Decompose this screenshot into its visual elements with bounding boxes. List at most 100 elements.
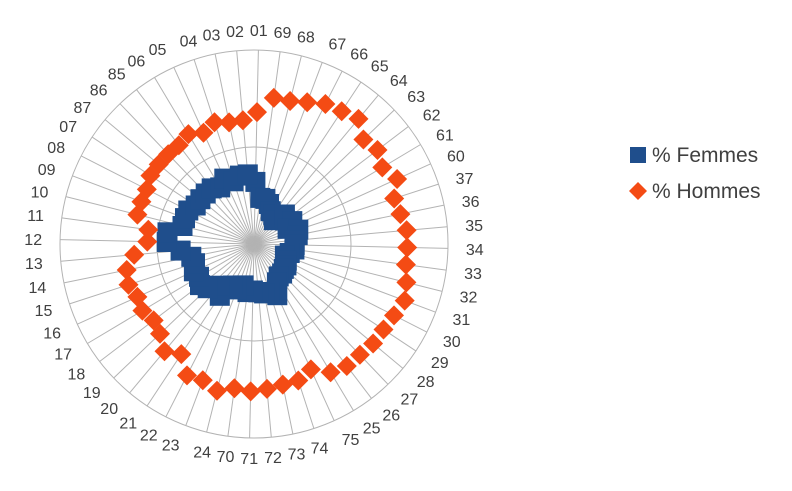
category-label-32: 32: [460, 289, 478, 306]
category-label-26: 26: [382, 407, 400, 424]
category-label-30: 30: [443, 334, 461, 351]
point-hommes-64: [348, 108, 369, 129]
point-hommes-23: [192, 370, 213, 391]
point-hommes-29: [373, 319, 394, 340]
point-hommes-04: [204, 112, 225, 133]
category-label-21: 21: [119, 416, 137, 433]
grid-spoke: [91, 136, 255, 245]
grid-ring-100: [59, 49, 449, 439]
legend-label: % Femmes: [652, 144, 758, 167]
category-label-64: 64: [390, 73, 408, 90]
grid-spoke: [63, 243, 255, 284]
grid-spoke: [185, 243, 255, 426]
point-hommes-16: [127, 286, 148, 307]
category-label-69: 69: [274, 25, 292, 42]
category-label-33: 33: [464, 266, 482, 283]
legend-marker-square: [630, 147, 646, 163]
grid-spoke: [253, 51, 281, 245]
point-femmes-02: [237, 164, 258, 185]
point-hommes-13: [124, 244, 145, 265]
point-hommes-35: [396, 220, 417, 241]
legend-marker-diamond: [629, 182, 647, 200]
category-label-85: 85: [108, 67, 126, 84]
category-label-17: 17: [54, 347, 72, 364]
point-hommes-71: [240, 381, 261, 402]
legend-label: % Hommes: [652, 180, 761, 203]
category-label-62: 62: [423, 107, 441, 124]
grid-spoke: [65, 196, 255, 245]
category-label-86: 86: [90, 82, 108, 99]
category-label-27: 27: [401, 392, 419, 409]
category-label-61: 61: [436, 127, 454, 144]
grid-spoke: [146, 243, 255, 407]
category-label-12: 12: [24, 232, 42, 249]
point-hommes-33: [395, 254, 416, 275]
legend: % Femmes % Hommes: [629, 144, 761, 203]
data-series: [116, 87, 418, 402]
grid-spoke: [193, 59, 255, 245]
point-hommes-68: [280, 91, 301, 111]
point-hommes-75: [300, 359, 321, 380]
point-hommes-67: [297, 92, 318, 113]
grid-spoke: [214, 53, 255, 245]
point-hommes-61: [372, 157, 393, 178]
point-hommes-37: [384, 188, 405, 209]
series-hommes: [116, 87, 418, 402]
category-label-15: 15: [35, 303, 53, 320]
grid-spoke: [77, 243, 255, 325]
point-hommes-11: [138, 219, 159, 240]
point-hommes-32: [396, 272, 417, 293]
point-hommes-31: [394, 290, 415, 311]
category-label-31: 31: [453, 312, 471, 329]
category-label-05: 05: [149, 42, 167, 59]
point-hommes-60: [387, 169, 408, 189]
grid-spoke: [119, 103, 255, 245]
point-hommes-73: [272, 374, 293, 395]
point-hommes-21: [171, 344, 192, 365]
category-label-29: 29: [431, 355, 449, 372]
point-hommes-85: [168, 135, 189, 156]
category-label-67: 67: [329, 37, 347, 54]
point-hommes-70: [224, 378, 245, 399]
grid-spoke: [104, 119, 255, 245]
category-label-66: 66: [350, 46, 368, 63]
category-label-04: 04: [180, 34, 198, 51]
point-hommes-03: [219, 112, 240, 133]
legend-item-femmes: % Femmes: [630, 144, 758, 167]
category-label-71: 71: [240, 451, 258, 468]
point-hommes-20: [154, 341, 175, 362]
category-label-37: 37: [456, 171, 474, 188]
category-label-02: 02: [226, 24, 244, 41]
point-hommes-08: [136, 179, 157, 200]
category-label-72: 72: [264, 450, 282, 467]
category-label-06: 06: [128, 53, 146, 70]
point-hommes-05: [193, 122, 214, 143]
category-label-75: 75: [342, 432, 360, 449]
point-hommes-26: [336, 356, 357, 376]
point-hommes-14: [116, 260, 137, 280]
category-label-23: 23: [162, 437, 180, 454]
category-label-08: 08: [47, 140, 65, 157]
category-label-60: 60: [447, 149, 465, 166]
category-label-07: 07: [59, 119, 77, 136]
point-hommes-63: [353, 129, 374, 150]
grid-spoke: [165, 243, 255, 418]
point-hommes-69: [263, 87, 284, 108]
grid-spoke: [136, 89, 255, 245]
category-label-70: 70: [217, 449, 235, 466]
category-label-18: 18: [68, 367, 86, 384]
point-hommes-02: [232, 110, 253, 131]
point-hommes-27: [349, 344, 370, 365]
point-hommes-06: [178, 124, 199, 145]
category-label-74: 74: [311, 441, 329, 458]
point-hommes-30: [384, 305, 404, 326]
point-hommes-34: [397, 237, 418, 258]
category-label-01: 01: [250, 23, 268, 40]
category-label-73: 73: [288, 447, 306, 464]
grid-spoke: [87, 243, 255, 344]
grid-spoke: [69, 243, 255, 305]
category-label-34: 34: [466, 242, 484, 259]
category-label-19: 19: [83, 385, 101, 402]
